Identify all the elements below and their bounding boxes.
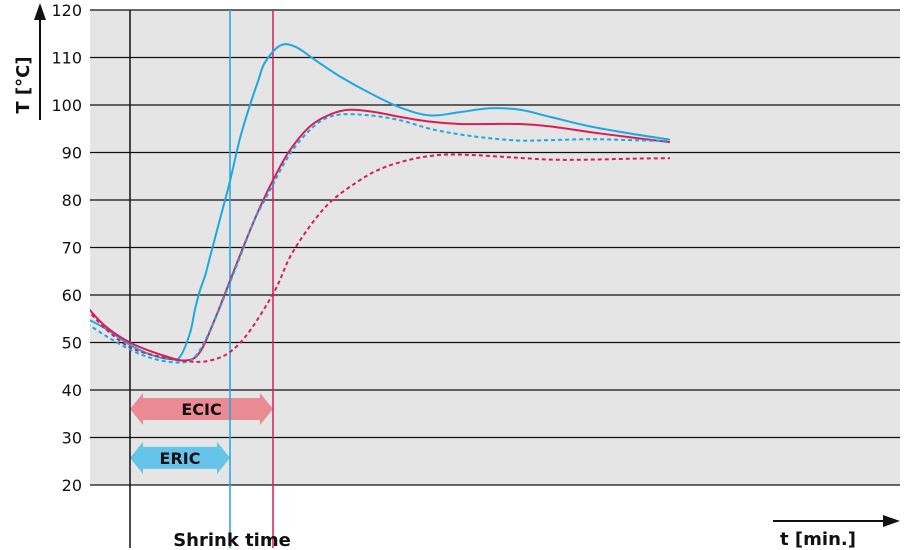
y-tick-label-20: 20 — [62, 476, 82, 495]
duration-bands: ERIC ECIC — [130, 393, 273, 474]
y-tick-label-120: 120 — [51, 1, 82, 20]
y-tick-label-70: 70 — [62, 239, 82, 258]
shrink-time-label: Shrink time — [173, 530, 291, 550]
eric-band-label: ERIC — [160, 449, 201, 468]
y-tick-label-50: 50 — [62, 334, 82, 353]
eric-band-arrow — [130, 441, 230, 474]
curve-red-dashed — [90, 153, 671, 363]
ecic-band-arrow — [130, 393, 273, 425]
temperature-curves — [90, 43, 671, 364]
y-axis-title: T [°C] — [13, 56, 34, 113]
x-axis-title: t [min.] — [780, 529, 856, 550]
curve-blue-dashed — [90, 113, 671, 364]
y-tick-label-90: 90 — [62, 144, 82, 163]
y-tick-label-80: 80 — [62, 191, 82, 210]
gridlines — [90, 9, 900, 486]
ecic-band-label: ECIC — [181, 400, 221, 419]
y-tick-label-100: 100 — [51, 96, 82, 115]
y-axis-arrow-head — [34, 3, 46, 20]
curve-blue-solid — [90, 43, 671, 361]
y-tick-labels: 20 30 40 50 60 70 80 90 100 110 120 — [51, 1, 82, 495]
y-tick-label-30: 30 — [62, 429, 82, 448]
x-axis-arrow-head — [883, 515, 900, 527]
y-tick-label-110: 110 — [51, 49, 82, 68]
y-tick-label-60: 60 — [62, 286, 82, 305]
y-tick-label-40: 40 — [62, 381, 82, 400]
